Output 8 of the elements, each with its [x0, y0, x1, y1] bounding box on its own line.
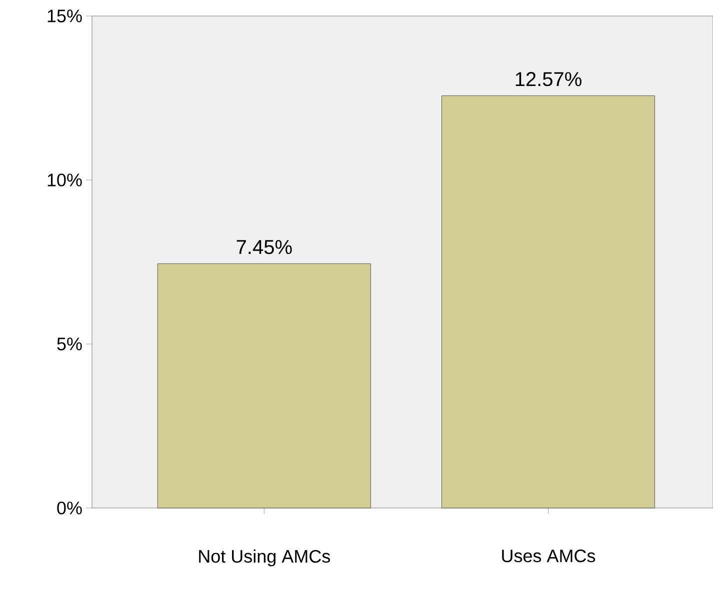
- y-tick-label: 15%: [48, 10, 82, 22]
- x-tick-label: Not Using AMCs: [199, 550, 330, 566]
- y-tick-label: 10%: [48, 174, 82, 186]
- x-tick-label: Uses AMCs: [502, 550, 596, 562]
- y-tick-label: 5%: [57, 338, 82, 350]
- data-label: 7.45%: [236, 240, 292, 254]
- data-label: 12.57%: [516, 72, 582, 86]
- y-tick-label: 0%: [57, 502, 82, 514]
